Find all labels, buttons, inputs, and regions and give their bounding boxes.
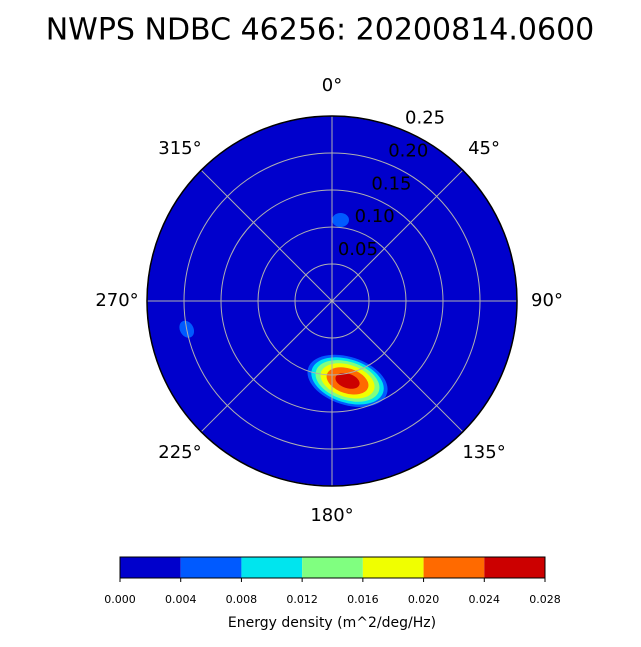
grid-spoke xyxy=(200,169,333,302)
theta-tick-label: 315° xyxy=(158,138,201,159)
colorbar-tick-label: 0.024 xyxy=(469,593,501,606)
colorbar-segment xyxy=(362,557,424,578)
theta-tick-label: 180° xyxy=(310,505,353,526)
chart-title: NWPS NDBC 46256: 20200814.0600 xyxy=(46,13,595,48)
colorbar-frame xyxy=(119,556,546,579)
r-tick-label: 0.10 xyxy=(355,206,395,227)
colorbar-segment xyxy=(302,557,363,578)
colorbar-segment xyxy=(423,557,485,578)
colorbar-tick-label: 0.012 xyxy=(286,593,318,606)
theta-tick-label: 45° xyxy=(468,138,500,159)
contour-region xyxy=(335,373,360,389)
colorbar-tick-label: 0.028 xyxy=(529,593,561,606)
r-tick-label: 0.05 xyxy=(338,239,378,260)
colorbar-segment xyxy=(180,557,242,578)
theta-tick-label: 270° xyxy=(95,290,138,311)
colorbar-tick-label: 0.016 xyxy=(347,593,379,606)
colorbar-tick-label: 0.020 xyxy=(408,593,440,606)
r-tick-label: 0.20 xyxy=(388,140,428,161)
theta-tick-label: 0° xyxy=(322,75,342,96)
colorbar-label: Energy density (m^2/deg/Hz) xyxy=(228,615,436,631)
grid-spoke xyxy=(331,169,464,302)
colorbar-segment xyxy=(241,557,303,578)
colorbar-tick-label: 0.000 xyxy=(104,593,136,606)
theta-tick-label: 90° xyxy=(531,290,563,311)
grid-spoke xyxy=(200,300,333,433)
r-tick-label: 0.25 xyxy=(405,107,445,128)
contour-region xyxy=(332,212,349,228)
theta-tick-label: 225° xyxy=(158,442,201,463)
r-tick-label: 0.15 xyxy=(371,173,411,194)
theta-tick-label: 135° xyxy=(462,442,505,463)
grid-spoke xyxy=(331,300,464,433)
polar-frame xyxy=(146,115,518,487)
colorbar-segment xyxy=(484,557,545,578)
colorbar-segment xyxy=(120,557,181,578)
colorbar-tick-label: 0.004 xyxy=(165,593,197,606)
colorbar-tick-label: 0.008 xyxy=(226,593,258,606)
